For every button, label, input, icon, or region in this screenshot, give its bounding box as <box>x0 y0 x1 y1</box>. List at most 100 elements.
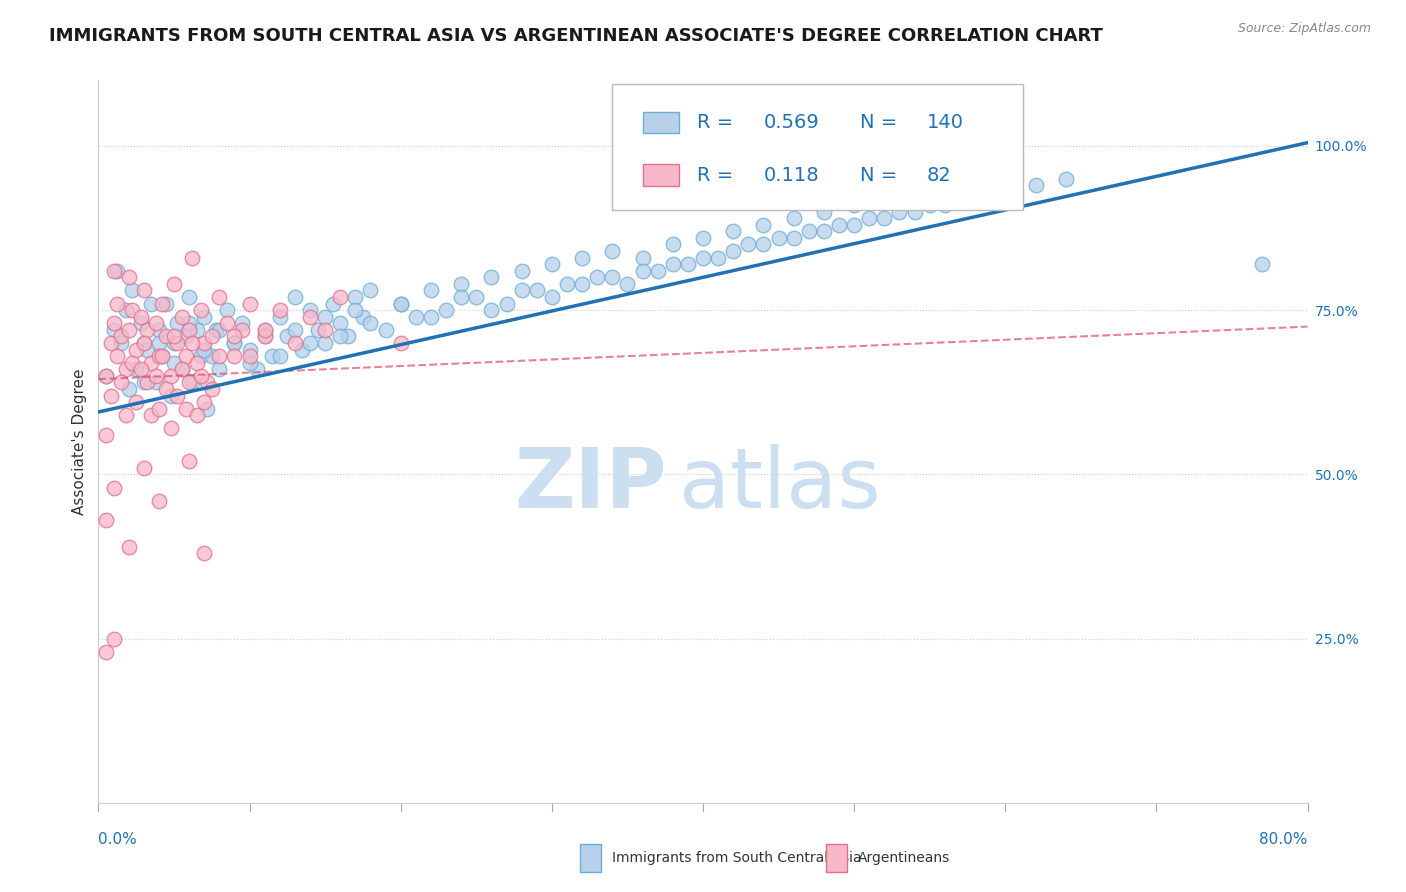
Point <box>873 211 896 226</box>
Point <box>616 277 638 291</box>
Text: 82: 82 <box>927 166 952 185</box>
Point <box>215 303 238 318</box>
Point <box>125 362 148 376</box>
Point <box>314 336 336 351</box>
Point <box>195 376 218 390</box>
Point <box>889 204 911 219</box>
Point <box>181 336 204 351</box>
Point <box>110 329 132 343</box>
Text: Immigrants from South Central Asia: Immigrants from South Central Asia <box>612 851 862 865</box>
Point <box>145 368 167 383</box>
Point <box>481 270 503 285</box>
Bar <box>643 112 679 133</box>
Point <box>174 401 197 416</box>
Point <box>314 323 336 337</box>
Point <box>284 290 307 304</box>
Point <box>661 257 683 271</box>
Point <box>526 284 548 298</box>
Point <box>170 362 193 376</box>
Point <box>170 362 193 376</box>
Point <box>105 264 128 278</box>
Point <box>692 251 714 265</box>
Point <box>103 264 125 278</box>
Point <box>132 284 155 298</box>
Point <box>239 343 262 357</box>
Point <box>918 198 941 212</box>
Point <box>965 192 987 206</box>
Point <box>631 264 654 278</box>
Point <box>224 336 246 351</box>
Point <box>129 316 152 330</box>
Point <box>284 323 307 337</box>
Point <box>813 224 835 238</box>
Point <box>190 368 212 383</box>
Point <box>145 316 167 330</box>
Point <box>284 336 307 351</box>
Point <box>231 316 253 330</box>
Point <box>118 270 141 285</box>
Point <box>166 388 188 402</box>
Point <box>208 290 231 304</box>
Point <box>163 356 186 370</box>
Point <box>239 349 262 363</box>
Point <box>201 329 224 343</box>
Point <box>571 277 593 291</box>
Point <box>145 376 167 390</box>
Text: 80.0%: 80.0% <box>1260 831 1308 847</box>
Point <box>100 388 122 402</box>
Point <box>118 323 141 337</box>
Point <box>174 349 197 363</box>
Point <box>420 310 443 324</box>
Point <box>329 290 352 304</box>
Point <box>100 336 122 351</box>
Point <box>389 296 412 310</box>
Point <box>150 349 173 363</box>
Point <box>103 481 125 495</box>
Point <box>246 362 269 376</box>
Point <box>163 277 186 291</box>
Text: 0.0%: 0.0% <box>98 831 138 847</box>
Point <box>114 362 136 376</box>
Text: Argentineans: Argentineans <box>858 851 950 865</box>
Point <box>949 185 972 199</box>
Point <box>163 329 186 343</box>
FancyBboxPatch shape <box>613 84 1024 211</box>
Point <box>374 323 396 337</box>
Point <box>150 349 173 363</box>
Text: atlas: atlas <box>679 444 880 525</box>
Text: IMMIGRANTS FROM SOUTH CENTRAL ASIA VS ARGENTINEAN ASSOCIATE'S DEGREE CORRELATION: IMMIGRANTS FROM SOUTH CENTRAL ASIA VS AR… <box>49 27 1104 45</box>
Point <box>148 336 170 351</box>
Point <box>125 395 148 409</box>
Point <box>174 329 197 343</box>
Point <box>105 349 128 363</box>
Point <box>692 231 714 245</box>
Point <box>155 329 177 343</box>
Point <box>540 257 562 271</box>
Point <box>150 296 173 310</box>
Point <box>965 178 987 193</box>
Point <box>193 546 215 560</box>
Point <box>322 296 344 310</box>
Point <box>1054 171 1077 186</box>
Point <box>94 368 117 383</box>
Point <box>495 296 517 310</box>
Point <box>179 376 201 390</box>
Point <box>186 409 208 423</box>
Point <box>190 303 212 318</box>
Point <box>389 336 412 351</box>
Point <box>94 645 117 659</box>
Point <box>160 421 183 435</box>
Point <box>103 632 125 646</box>
Point <box>783 231 806 245</box>
Text: N =: N = <box>860 166 904 185</box>
Point <box>420 284 443 298</box>
Point <box>262 349 284 363</box>
Point <box>110 376 132 390</box>
Point <box>360 284 382 298</box>
Point <box>193 310 215 324</box>
Point <box>797 224 820 238</box>
Point <box>1024 178 1046 193</box>
Point <box>555 277 578 291</box>
Point <box>253 329 276 343</box>
Point <box>299 310 322 324</box>
